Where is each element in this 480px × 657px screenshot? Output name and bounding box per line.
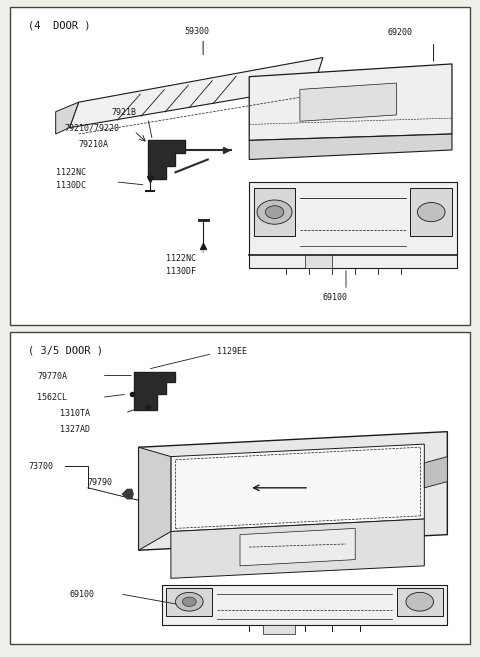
Polygon shape <box>122 489 133 499</box>
Polygon shape <box>249 134 452 160</box>
Text: 79210A: 79210A <box>79 140 108 148</box>
Text: 1130DC: 1130DC <box>56 181 86 190</box>
Polygon shape <box>254 188 295 236</box>
Circle shape <box>182 597 196 606</box>
Polygon shape <box>134 373 176 410</box>
Text: 1122NC: 1122NC <box>56 168 86 177</box>
Polygon shape <box>171 444 424 532</box>
Polygon shape <box>249 182 456 268</box>
Polygon shape <box>300 83 396 122</box>
Polygon shape <box>139 432 447 551</box>
Polygon shape <box>240 528 355 566</box>
Text: 69100: 69100 <box>70 590 95 599</box>
Circle shape <box>176 593 203 611</box>
Text: 69100: 69100 <box>323 293 348 302</box>
Polygon shape <box>139 447 171 551</box>
Polygon shape <box>70 58 323 127</box>
Polygon shape <box>249 64 452 141</box>
Text: 1129EE: 1129EE <box>217 347 247 355</box>
Text: (4  DOOR ): (4 DOOR ) <box>28 21 91 31</box>
Polygon shape <box>56 102 79 134</box>
Text: 7921B: 7921B <box>111 108 136 117</box>
Text: 1122NC: 1122NC <box>166 254 196 263</box>
Text: 1130DF: 1130DF <box>166 267 196 276</box>
Text: 1562CL: 1562CL <box>37 394 67 403</box>
Text: 69200: 69200 <box>387 28 412 37</box>
Circle shape <box>265 206 284 219</box>
Text: 79770A: 79770A <box>37 372 67 380</box>
Polygon shape <box>166 587 212 616</box>
Circle shape <box>406 593 433 611</box>
Text: ( 3/5 DOOR ): ( 3/5 DOOR ) <box>28 346 103 355</box>
Polygon shape <box>162 585 447 625</box>
Polygon shape <box>396 587 443 616</box>
Text: 59300: 59300 <box>185 27 210 35</box>
Polygon shape <box>171 519 424 578</box>
Text: 79210/79220: 79210/79220 <box>65 124 120 133</box>
Circle shape <box>418 202 445 221</box>
Polygon shape <box>304 255 332 268</box>
Polygon shape <box>424 457 447 487</box>
Text: 1327AD: 1327AD <box>60 424 90 434</box>
Text: 1310TA: 1310TA <box>60 409 90 418</box>
Polygon shape <box>263 625 295 635</box>
Text: 73700: 73700 <box>28 462 53 471</box>
Polygon shape <box>148 141 185 179</box>
Polygon shape <box>410 188 452 236</box>
Text: 79790: 79790 <box>88 478 113 487</box>
Circle shape <box>257 200 292 224</box>
